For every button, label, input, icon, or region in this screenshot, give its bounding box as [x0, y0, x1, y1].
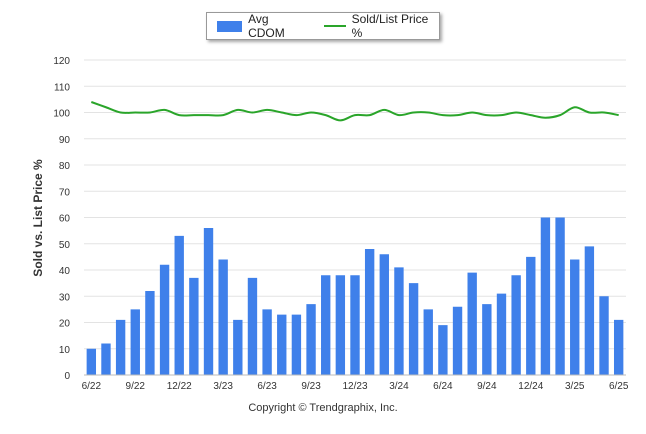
legend-item-cdom: Avg CDOM — [207, 12, 306, 40]
bar — [364, 249, 375, 375]
legend-label-cdom: Avg CDOM — [248, 12, 285, 40]
bar — [599, 296, 609, 375]
legend-swatch-bar — [217, 20, 243, 32]
y-tick-label: 80 — [59, 161, 71, 172]
bar — [189, 277, 199, 375]
bar — [174, 235, 184, 375]
price-line — [90, 101, 619, 122]
legend-item-price: Sold/List Price % — [306, 12, 439, 40]
x-tick-label: 6/22 — [82, 381, 102, 392]
bar — [86, 348, 97, 375]
x-tick-label: 3/25 — [565, 381, 585, 392]
bar — [613, 319, 624, 375]
x-tick-label: 6/25 — [609, 381, 629, 392]
bar — [145, 291, 155, 375]
y-tick-label: 70 — [59, 187, 71, 198]
bar — [526, 256, 536, 375]
x-tick-label: 6/23 — [257, 381, 277, 392]
bar — [423, 309, 433, 375]
x-tick-label: 3/23 — [213, 381, 233, 392]
bar — [130, 309, 140, 375]
bar — [379, 254, 389, 375]
bar — [247, 277, 258, 375]
y-tick-label: 20 — [59, 319, 71, 330]
x-tick-label: 6/24 — [433, 381, 453, 392]
y-tick-label: 110 — [54, 82, 70, 93]
bar — [306, 304, 316, 375]
bar — [511, 275, 521, 375]
y-tick-label: 60 — [59, 214, 71, 225]
bar — [101, 343, 111, 375]
legend-label-price: Sold/List Price % — [351, 12, 429, 40]
bar — [394, 267, 404, 375]
bar — [218, 259, 228, 375]
bar — [438, 325, 448, 375]
bar — [555, 217, 565, 375]
x-tick-label: 12/24 — [518, 381, 543, 392]
bar — [350, 275, 360, 375]
bar-series — [86, 217, 624, 375]
legend-swatch-line — [324, 25, 346, 27]
bar — [291, 314, 302, 375]
x-tick-label: 12/23 — [342, 381, 367, 392]
y-tick-label: 50 — [59, 240, 71, 251]
bar — [277, 314, 287, 375]
bar — [482, 304, 492, 375]
x-tick-label: 9/23 — [301, 381, 321, 392]
y-tick-label: 120 — [53, 56, 70, 67]
y-tick-label: 10 — [59, 345, 71, 356]
y-tick-label: 0 — [64, 371, 70, 382]
bar — [159, 264, 170, 375]
bar — [233, 319, 243, 375]
y-tick-label: 40 — [59, 266, 71, 277]
bar — [203, 228, 214, 375]
y-tick-label: 100 — [53, 109, 70, 120]
bar — [540, 217, 551, 375]
copyright-caption: Copyright © Trendgraphix, Inc. — [248, 402, 398, 414]
x-tick-label: 12/22 — [167, 381, 192, 392]
bar — [496, 293, 507, 375]
y-axis-label: Sold vs. List Price % — [31, 159, 45, 277]
bar — [115, 319, 126, 375]
bar — [584, 246, 595, 375]
bar — [467, 272, 477, 375]
y-tick-label: 90 — [59, 135, 71, 146]
bar — [452, 306, 463, 375]
legend: Avg CDOM Sold/List Price % — [206, 12, 440, 40]
axes: 0 10 20 30 40 50 60 70 80 90 100 110 120 6/22 9/22 12/2… — [53, 56, 629, 392]
bar — [321, 275, 331, 375]
x-tick-label: 9/24 — [477, 381, 497, 392]
x-tick-label: 3/24 — [389, 381, 409, 392]
bar — [408, 283, 419, 375]
y-tick-label: 30 — [59, 292, 71, 303]
bar — [570, 259, 580, 375]
x-tick-label: 9/22 — [126, 381, 146, 392]
bar — [262, 309, 272, 375]
bar — [335, 275, 346, 375]
